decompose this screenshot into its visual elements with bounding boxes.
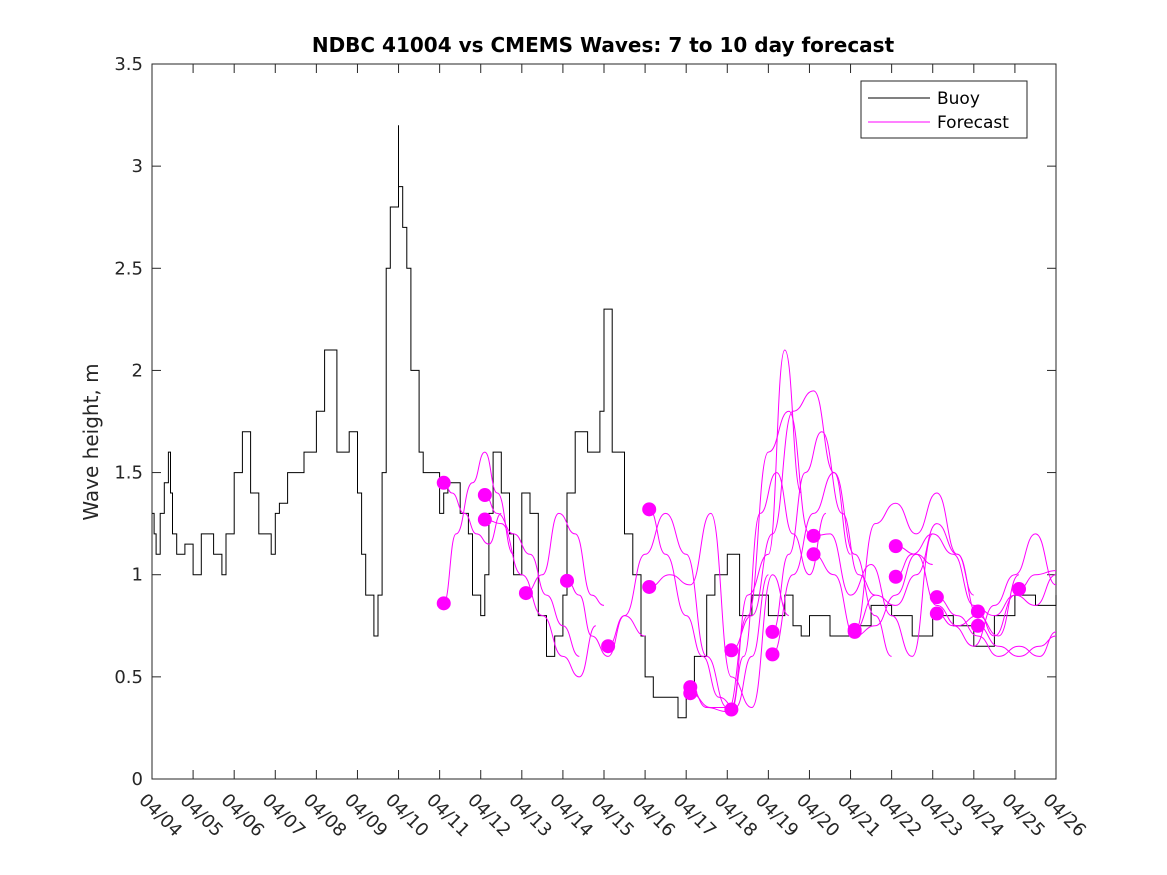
- forecast-start-marker: [436, 475, 451, 490]
- buoy-line: [152, 125, 1057, 719]
- y-tick-label: 0.5: [114, 667, 143, 688]
- forecast-start-marker: [765, 647, 780, 662]
- x-tick-label: 04/25: [997, 790, 1049, 842]
- y-tick-label: 1: [132, 565, 143, 586]
- forecast-start-marker: [765, 624, 780, 639]
- forecast-line: [648, 508, 769, 709]
- x-tick-label: 04/15: [586, 790, 638, 842]
- x-tick-label: 04/21: [833, 790, 885, 842]
- x-tick-label: 04/17: [669, 790, 721, 842]
- axes-box: [151, 63, 1057, 780]
- legend-box: [860, 80, 1028, 139]
- forecast-line: [607, 512, 728, 708]
- legend-label-forecast: Forecast: [937, 113, 1009, 133]
- forecast-start-marker: [560, 573, 575, 588]
- x-tick-label: 04/26: [1038, 790, 1090, 842]
- forecast-start-marker: [888, 569, 903, 584]
- x-tick-label: 04/19: [751, 790, 803, 842]
- x-tick-label: 04/07: [258, 790, 310, 842]
- forecast-line: [977, 574, 1057, 637]
- forecast-line: [443, 482, 502, 545]
- legend-label-buoy: Buoy: [937, 89, 980, 109]
- forecast-line: [566, 580, 646, 657]
- forecast-start-marker: [477, 512, 492, 527]
- forecast-start-marker: [806, 547, 821, 562]
- y-tick-label: 2.5: [114, 258, 143, 279]
- forecast-line: [484, 494, 580, 657]
- x-tick-label: 04/24: [956, 790, 1008, 842]
- forecast-start-marker: [1012, 582, 1027, 597]
- forecast-line: [936, 596, 1057, 657]
- x-tick-label: 04/18: [710, 790, 762, 842]
- forecast-line: [772, 431, 876, 633]
- x-tick-label: 04/10: [381, 790, 433, 842]
- forecast-start-marker: [929, 606, 944, 621]
- y-tick-label: 0: [132, 769, 143, 790]
- x-tick-label: 04/06: [217, 790, 269, 842]
- forecast-start-marker: [806, 528, 821, 543]
- forecast-line: [977, 625, 1057, 657]
- forecast-start-marker: [847, 622, 862, 637]
- y-tick-label: 2: [132, 360, 143, 381]
- forecast-line: [895, 533, 1015, 617]
- forecast-start-marker: [601, 639, 616, 654]
- y-tick-label: 3: [132, 156, 143, 177]
- forecast-start-marker: [518, 586, 533, 601]
- x-tick-label: 04/11: [422, 790, 474, 842]
- chart-title: NDBC 41004 vs CMEMS Waves: 7 to 10 day f…: [312, 33, 895, 57]
- forecast-start-marker: [436, 596, 451, 611]
- x-tick-label: 04/13: [504, 790, 556, 842]
- x-tick-label: 04/23: [915, 790, 967, 842]
- forecast-line: [443, 451, 515, 604]
- forecast-start-marker: [888, 539, 903, 554]
- forecast-line: [854, 492, 975, 633]
- forecast-line: [854, 523, 979, 631]
- x-tick-label: 04/09: [340, 790, 392, 842]
- forecast-start-marker: [970, 618, 985, 633]
- y-tick-label: 1.5: [114, 463, 143, 484]
- forecast-line: [895, 545, 1020, 637]
- forecast-line: [936, 533, 1057, 647]
- forecast-line: [690, 349, 802, 708]
- forecast-line: [484, 519, 597, 678]
- forecast-start-marker: [642, 502, 657, 517]
- forecast-line: [730, 472, 827, 710]
- y-tick-label: 3.5: [114, 54, 143, 75]
- y-axis-title: Wave height, m: [79, 363, 103, 520]
- forecast-line: [525, 512, 605, 606]
- x-tick-label: 04/12: [463, 790, 515, 842]
- x-tick-label: 04/20: [792, 790, 844, 842]
- forecast-line: [813, 533, 934, 657]
- plot-area: 00.511.522.533.504/0404/0504/0604/0704/0…: [114, 54, 1090, 841]
- forecast-start-marker: [724, 702, 739, 717]
- forecast-start-marker: [970, 604, 985, 619]
- forecast-start-marker: [477, 488, 492, 503]
- legend: Buoy Forecast: [860, 80, 1028, 139]
- forecast-line: [649, 512, 790, 709]
- forecast-line: [731, 390, 851, 651]
- forecast-start-marker: [642, 579, 657, 594]
- forecast-start-marker: [929, 590, 944, 605]
- x-tick-label: 04/14: [545, 790, 597, 842]
- x-tick-label: 04/22: [874, 790, 926, 842]
- x-tick-label: 04/08: [299, 790, 351, 842]
- forecast-line: [772, 472, 892, 657]
- x-tick-label: 04/05: [176, 790, 228, 842]
- x-tick-label: 04/04: [134, 790, 186, 842]
- forecast-start-marker: [683, 686, 698, 701]
- x-tick-label: 04/16: [628, 790, 680, 842]
- forecast-start-marker: [724, 643, 739, 658]
